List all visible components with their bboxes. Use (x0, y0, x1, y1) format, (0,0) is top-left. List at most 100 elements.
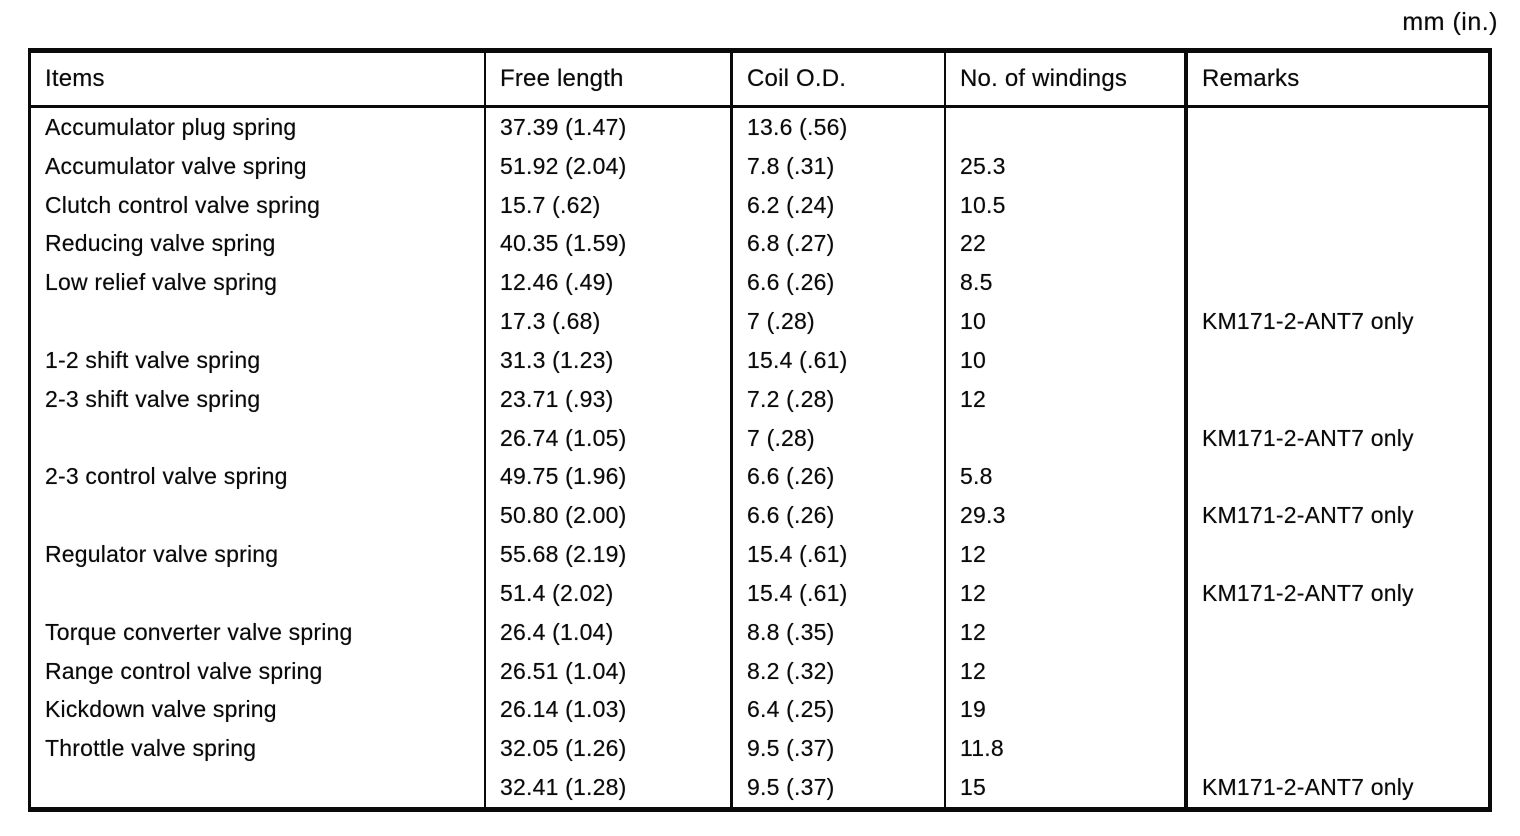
table-row: 26.74 (1.05) 7 (.28) KM171-2-ANT7 only (31, 418, 1488, 458)
cell-item: Clutch control valve spring (45, 191, 321, 218)
table-row: Accumulator valve spring 51.92 (2.04) 7.… (31, 146, 1488, 186)
cell-coil-od: 6.6 (.26) (730, 263, 944, 303)
cell-windings (944, 108, 1184, 147)
cell-item: Low relief valve spring (45, 269, 278, 296)
unit-label: mm (in.) (1402, 8, 1498, 36)
table-row: 50.80 (2.00) 6.6 (.26) 29.3 KM171-2-ANT7… (31, 496, 1488, 536)
cell-windings: 10 (944, 302, 1184, 341)
cell-free-length: 26.4 (1.04) (484, 612, 730, 652)
cell-coil-od: 6.8 (.27) (730, 224, 944, 264)
cell-remarks (1184, 535, 1488, 574)
cell-free-length: 51.4 (2.02) (484, 573, 730, 613)
cell-free-length: 32.05 (1.26) (484, 729, 730, 769)
cell-free-length: 23.71 (.93) (484, 379, 730, 419)
cell-windings: 19 (944, 690, 1184, 730)
cell-item: Reducing valve spring (45, 230, 276, 257)
cell-windings: 5.8 (944, 457, 1184, 497)
cell-free-length: 55.68 (2.19) (484, 535, 730, 574)
col-header-free-length: Free length (484, 53, 730, 105)
spring-spec-table: Items Free length Coil O.D. No. of windi… (28, 48, 1492, 812)
cell-remarks: KM171-2-ANT7 only (1184, 418, 1488, 458)
table-row: Accumulator plug spring 37.39 (1.47) 13.… (31, 108, 1488, 147)
cell-free-length: 17.3 (.68) (484, 302, 730, 341)
cell-coil-od: 7.8 (.31) (730, 146, 944, 186)
cell-free-length: 15.7 (.62) (484, 185, 730, 225)
col-header-windings: No. of windings (944, 53, 1184, 105)
cell-item (31, 419, 484, 458)
cell-item (31, 768, 484, 807)
cell-free-length: 32.41 (1.28) (484, 768, 730, 807)
cell-windings: 10 (944, 340, 1184, 380)
table-row: 2-3 control valve spring 49.75 (1.96) 6.… (31, 457, 1488, 497)
table-header-row: Items Free length Coil O.D. No. of windi… (31, 53, 1488, 108)
cell-windings: 15 (944, 768, 1184, 807)
cell-free-length: 26.74 (1.05) (484, 418, 730, 458)
col-header-items: Items (45, 65, 105, 92)
cell-item: Accumulator valve spring (45, 152, 307, 179)
cell-remarks (1184, 146, 1488, 186)
cell-remarks (1184, 729, 1488, 769)
cell-remarks: KM171-2-ANT7 only (1184, 302, 1488, 341)
table-row: Throttle valve spring 32.05 (1.26) 9.5 (… (31, 729, 1488, 769)
cell-windings: 12 (944, 612, 1184, 652)
cell-coil-od: 7 (.28) (730, 418, 944, 458)
cell-item: Range control valve spring (45, 657, 323, 684)
cell-windings: 29.3 (944, 496, 1184, 536)
cell-item: Accumulator plug spring (45, 113, 297, 140)
cell-coil-od: 8.8 (.35) (730, 612, 944, 652)
cell-coil-od: 8.2 (.32) (730, 651, 944, 691)
cell-remarks: KM171-2-ANT7 only (1184, 496, 1488, 536)
table-row: 1-2 shift valve spring 31.3 (1.23) 15.4 … (31, 340, 1488, 380)
table-row: Reducing valve spring 40.35 (1.59) 6.8 (… (31, 224, 1488, 264)
cell-windings: 25.3 (944, 146, 1184, 186)
col-header-coil-od: Coil O.D. (730, 53, 944, 105)
cell-coil-od: 13.6 (.56) (730, 108, 944, 147)
cell-coil-od: 6.6 (.26) (730, 457, 944, 497)
col-header-remarks: Remarks (1184, 53, 1488, 105)
table-row: Torque converter valve spring 26.4 (1.04… (31, 612, 1488, 652)
table-row: Low relief valve spring 12.46 (.49) 6.6 … (31, 263, 1488, 303)
cell-windings: 12 (944, 379, 1184, 419)
cell-remarks: KM171-2-ANT7 only (1184, 573, 1488, 613)
cell-remarks (1184, 224, 1488, 264)
cell-free-length: 26.51 (1.04) (484, 651, 730, 691)
cell-windings: 8.5 (944, 263, 1184, 303)
cell-coil-od: 6.4 (.25) (730, 690, 944, 730)
table-row: 51.4 (2.02) 15.4 (.61) 12 KM171-2-ANT7 o… (31, 573, 1488, 613)
table-row: Clutch control valve spring 15.7 (.62) 6… (31, 185, 1488, 225)
cell-remarks (1184, 379, 1488, 419)
cell-coil-od: 15.4 (.61) (730, 573, 944, 613)
cell-item: Throttle valve spring (45, 735, 257, 762)
cell-windings: 12 (944, 573, 1184, 613)
cell-remarks (1184, 612, 1488, 652)
cell-windings: 10.5 (944, 185, 1184, 225)
table-row: Range control valve spring 26.51 (1.04) … (31, 651, 1488, 691)
cell-coil-od: 6.2 (.24) (730, 185, 944, 225)
cell-coil-od: 7.2 (.28) (730, 379, 944, 419)
cell-item: 2-3 shift valve spring (45, 385, 261, 412)
cell-remarks (1184, 263, 1488, 303)
cell-remarks: KM171-2-ANT7 only (1184, 768, 1488, 807)
cell-windings (944, 418, 1184, 458)
cell-coil-od: 9.5 (.37) (730, 729, 944, 769)
cell-coil-od: 15.4 (.61) (730, 340, 944, 380)
cell-coil-od: 6.6 (.26) (730, 496, 944, 536)
cell-free-length: 51.92 (2.04) (484, 146, 730, 186)
cell-windings: 22 (944, 224, 1184, 264)
cell-item: Regulator valve spring (45, 541, 279, 568)
cell-remarks (1184, 690, 1488, 730)
table-row: 2-3 shift valve spring 23.71 (.93) 7.2 (… (31, 379, 1488, 419)
cell-remarks (1184, 651, 1488, 691)
cell-free-length: 31.3 (1.23) (484, 340, 730, 380)
cell-free-length: 12.46 (.49) (484, 263, 730, 303)
table-row: 17.3 (.68) 7 (.28) 10 KM171-2-ANT7 only (31, 302, 1488, 341)
table-row: Kickdown valve spring 26.14 (1.03) 6.4 (… (31, 690, 1488, 730)
table-row: Regulator valve spring 55.68 (2.19) 15.4… (31, 535, 1488, 574)
cell-item (31, 496, 484, 535)
cell-remarks (1184, 457, 1488, 497)
cell-item: 2-3 control valve spring (45, 463, 288, 490)
cell-free-length: 26.14 (1.03) (484, 690, 730, 730)
cell-free-length: 37.39 (1.47) (484, 108, 730, 147)
cell-item: 1-2 shift valve spring (45, 346, 261, 373)
